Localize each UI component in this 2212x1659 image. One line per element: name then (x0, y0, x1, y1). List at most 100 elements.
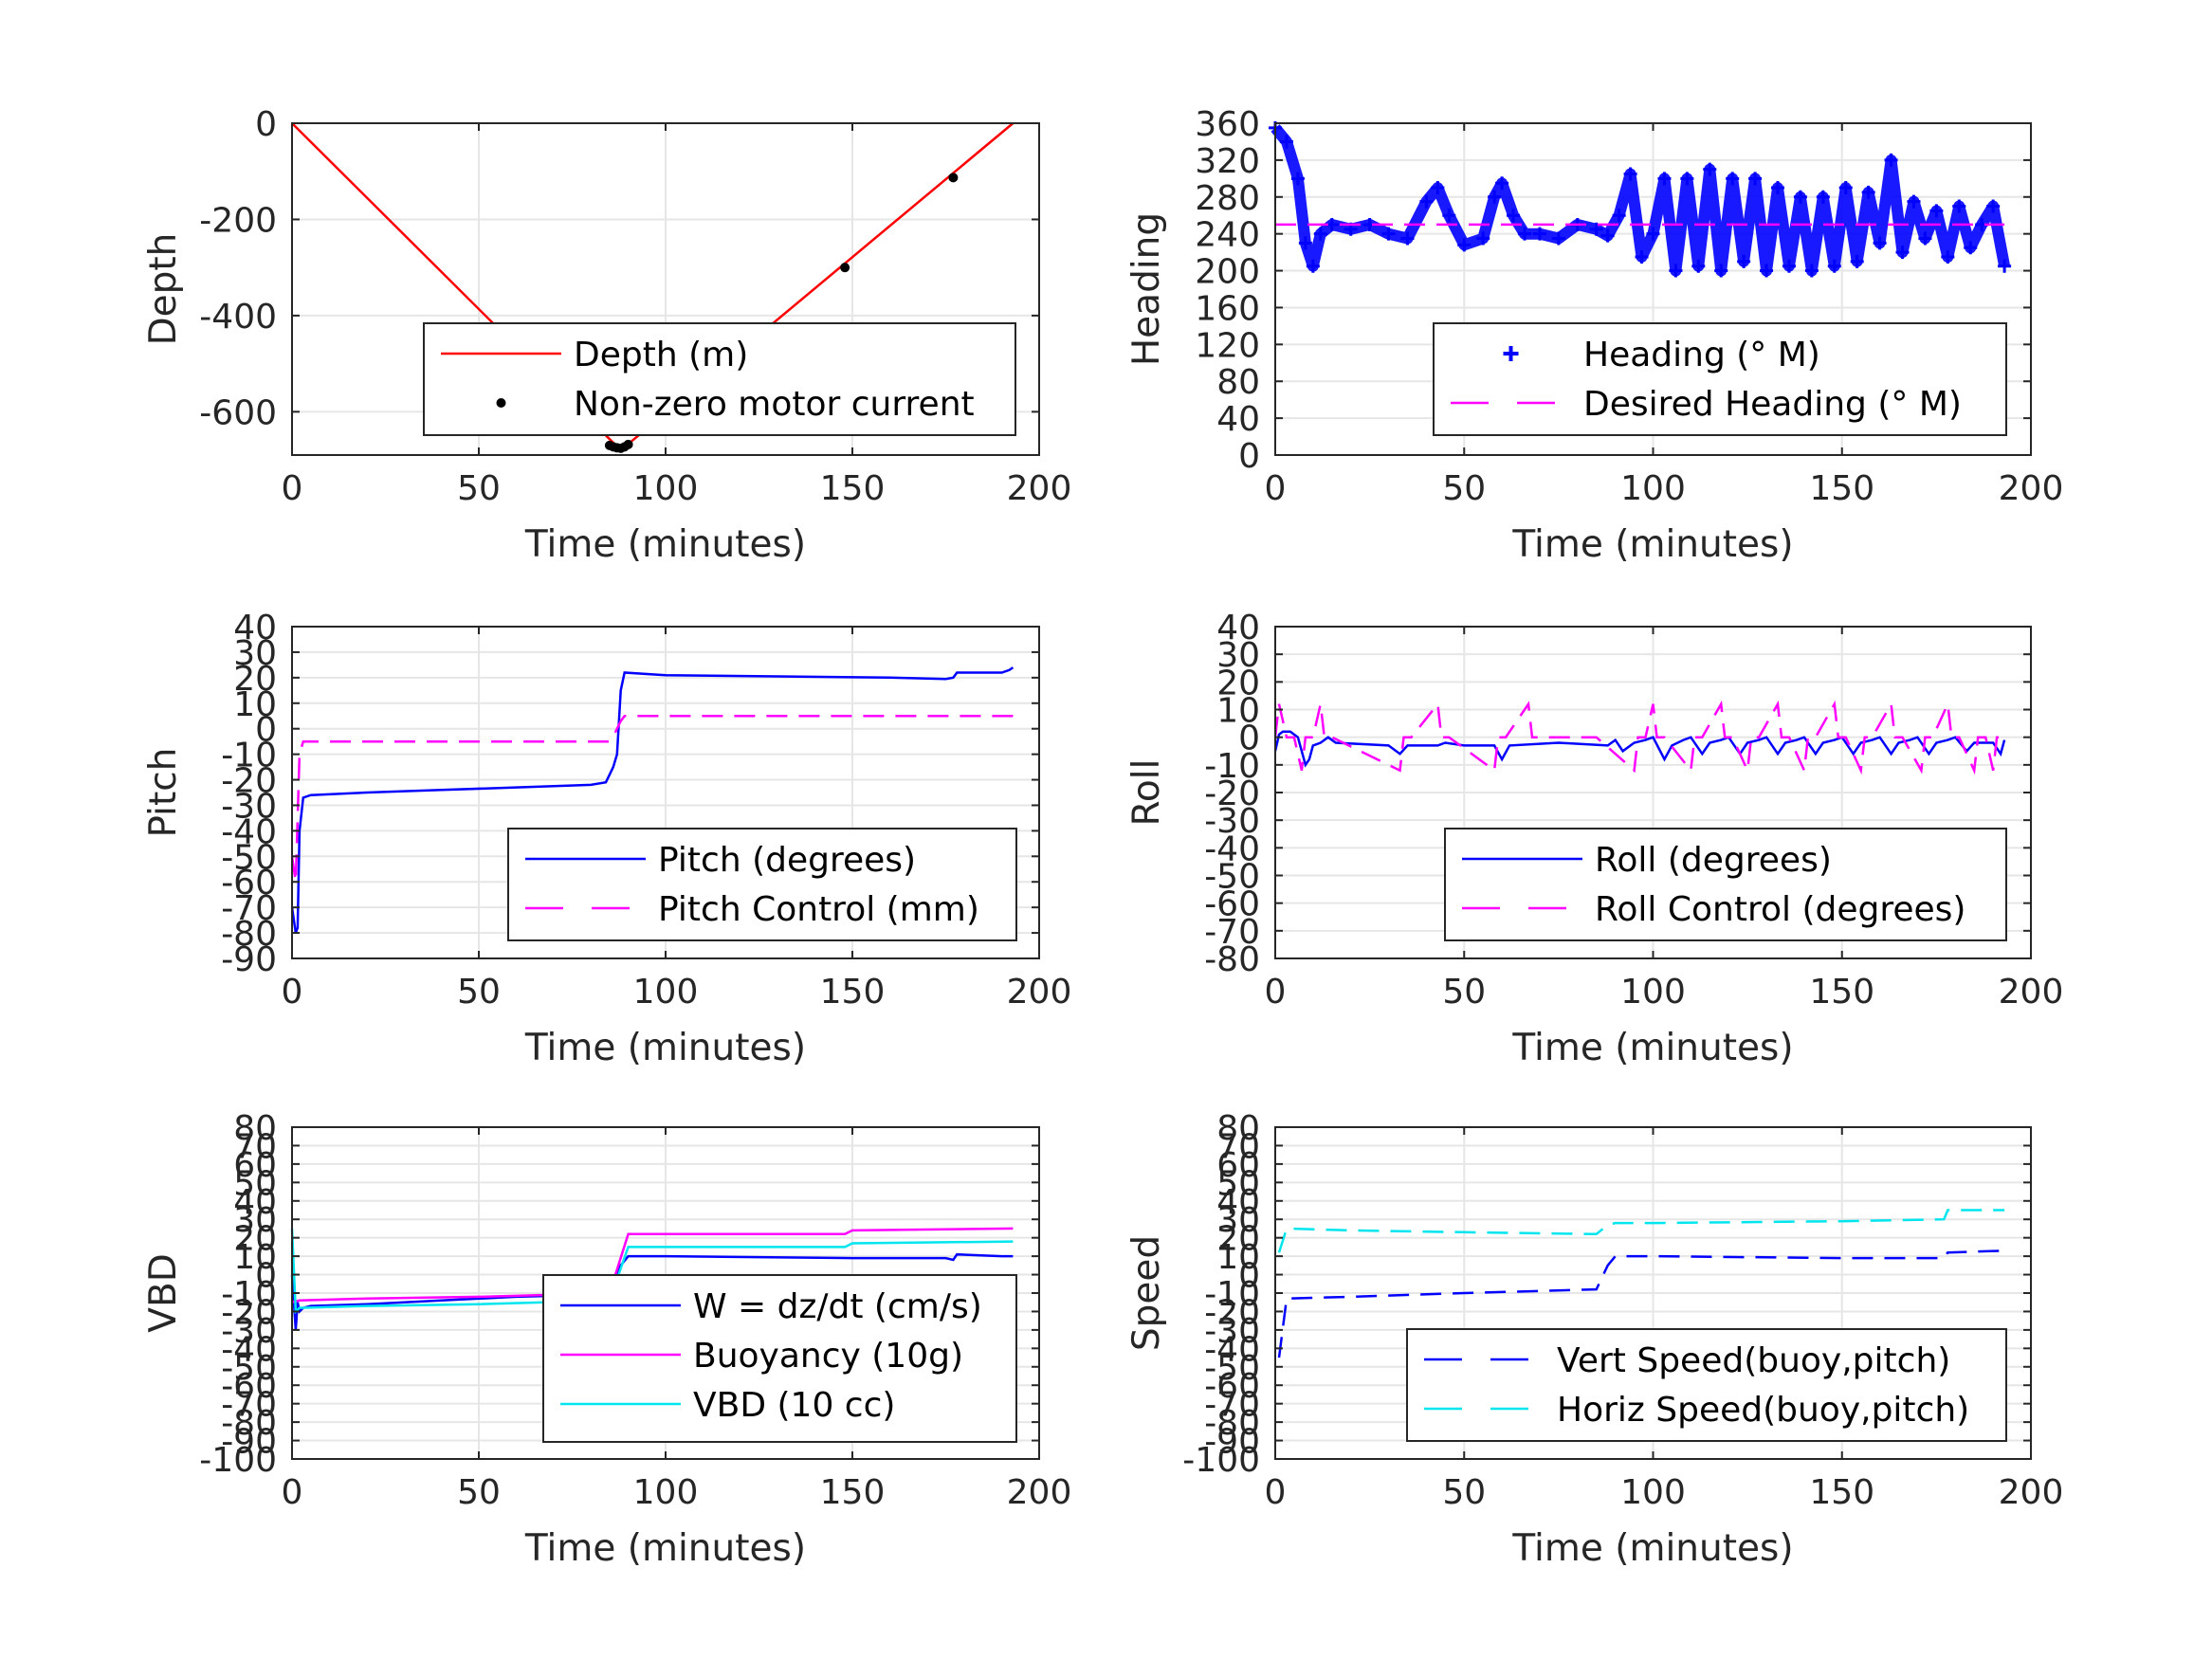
series-dashed-line (290, 714, 1014, 883)
y-tick-label: 10 (1216, 692, 1260, 731)
y-tick-label: -30 (1204, 802, 1260, 841)
legend-label: VBD (10 cc) (693, 1386, 895, 1425)
y-tick-label: -20 (1204, 1293, 1260, 1332)
data-point (1986, 199, 2001, 213)
data-point (1589, 222, 1603, 236)
y-tick-label: -60 (1204, 885, 1260, 924)
data-point (1952, 199, 1966, 213)
y-tick-label: -100 (1182, 1441, 1260, 1480)
x-axis-label: Time (minutes) (1511, 1027, 1793, 1069)
data-point (1646, 227, 1660, 241)
y-tick-label: 40 (233, 1183, 277, 1222)
y-tick-label: -30 (221, 1312, 277, 1351)
x-axis-label: Time (minutes) (1511, 523, 1793, 566)
y-tick-label: 50 (1216, 1164, 1260, 1203)
series-line (291, 1227, 1014, 1304)
plot-area (1277, 1209, 2005, 1358)
y-tick-label: 0 (255, 105, 277, 144)
chart-speed: 0 50 100 150 200-100-90-80-70-60-50-40-30-20… (1125, 1109, 2063, 1570)
y-tick-label: -60 (221, 864, 277, 902)
data-point (1306, 259, 1320, 273)
y-tick-label: 30 (233, 634, 277, 673)
data-point (1782, 259, 1796, 273)
y-tick-label: -80 (1204, 940, 1260, 979)
legend: Heading (° M) Desired Heading (° M) (1433, 322, 2007, 436)
y-tick-label: -30 (1204, 1312, 1260, 1351)
legend-label: Pitch Control (mm) (658, 890, 979, 929)
legend-label: W = dz/dt (cm/s) (693, 1287, 982, 1326)
plot-area (290, 666, 1015, 934)
x-tick-label: 150 (1809, 973, 1874, 1012)
y-tick-label: -70 (1204, 1386, 1260, 1425)
x-tick-label: 200 (1999, 973, 2064, 1012)
y-axis-label: Depth (142, 233, 185, 346)
y-tick-label: 80 (1216, 1109, 1260, 1148)
legend-label: Depth (m) (574, 336, 748, 374)
x-tick-label: 0 (1265, 469, 1287, 508)
data-point (1726, 172, 1740, 186)
data-point (1290, 172, 1305, 186)
x-tick-label: 100 (1620, 469, 1686, 508)
legend: Vert Speed(buoy,pitch) Horiz Speed(buoy,p… (1406, 1328, 2007, 1442)
y-tick-label: -10 (1204, 1275, 1260, 1314)
data-point (1964, 241, 1978, 255)
y-tick-label: -70 (221, 1386, 277, 1425)
legend-label: Vert Speed(buoy,pitch) (1557, 1341, 1950, 1380)
legend-label: Roll (degrees) (1595, 841, 1832, 880)
y-tick-label: -40 (221, 1330, 277, 1369)
legend: Depth (m) Non-zero motor current (423, 322, 1016, 436)
data-point (1998, 259, 2012, 273)
data-point (1748, 172, 1763, 186)
legend-swatch-dot (496, 398, 506, 408)
data-point (1941, 249, 1955, 264)
legend-label: Desired Heading (° M) (1583, 385, 1962, 424)
legend-label: Buoyancy (10g) (693, 1337, 963, 1376)
y-tick-label: -600 (199, 393, 277, 432)
data-point (1884, 153, 1898, 167)
y-tick-label: -50 (221, 1349, 277, 1388)
x-tick-label: 50 (457, 973, 501, 1012)
data-point (840, 263, 850, 273)
series-dashed-line (1277, 1209, 2005, 1253)
y-tick-label: 0 (1238, 1257, 1260, 1296)
y-tick-label: 0 (1238, 437, 1260, 476)
data-point (1804, 264, 1819, 278)
x-tick-label: 100 (633, 973, 699, 1012)
y-tick-label: -40 (1204, 830, 1260, 868)
data-point (1760, 264, 1774, 278)
y-tick-label: 70 (233, 1127, 277, 1166)
x-tick-label: 0 (282, 973, 303, 1012)
legend-box (1406, 1328, 2007, 1442)
data-point (1381, 227, 1396, 241)
data-point (1313, 227, 1327, 241)
legend-box (423, 322, 1016, 436)
y-tick-label: -50 (221, 838, 277, 877)
y-tick-label: 240 (1195, 216, 1260, 255)
y-tick-label: 10 (233, 1238, 277, 1277)
chart-roll: 0 50 100 150 200403020100-10-20-30-40-50-60-… (1125, 609, 2063, 1069)
y-tick-label: -70 (221, 889, 277, 928)
y-tick-label: -100 (199, 1441, 277, 1480)
x-tick-label: 50 (1442, 1473, 1486, 1512)
y-tick-label: -50 (1204, 1349, 1260, 1388)
y-axis-label: Speed (1125, 1235, 1168, 1351)
data-point (1612, 209, 1626, 223)
x-axis-label: Time (minutes) (524, 1027, 806, 1069)
x-axis-label: Time (minutes) (524, 1527, 806, 1570)
y-tick-label: 40 (1216, 1183, 1260, 1222)
x-tick-label: 0 (1265, 973, 1287, 1012)
data-point (1838, 181, 1853, 195)
chart-pitch: 0 50 100 150 200403020100-10-20-30-40-50-60-… (142, 609, 1071, 1069)
y-tick-label: 60 (233, 1146, 277, 1185)
x-tick-label: 150 (820, 469, 886, 508)
legend-label: Roll Control (degrees) (1595, 890, 1965, 929)
y-tick-label: -80 (221, 1404, 277, 1443)
data-point (1635, 249, 1649, 264)
y-tick-label: 280 (1195, 179, 1260, 218)
data-point (1861, 185, 1875, 199)
x-tick-label: 200 (1007, 1473, 1072, 1512)
y-tick-label: -30 (221, 787, 277, 826)
data-point (1827, 259, 1841, 273)
y-tick-label: 160 (1195, 289, 1260, 328)
data-point (1703, 162, 1717, 176)
